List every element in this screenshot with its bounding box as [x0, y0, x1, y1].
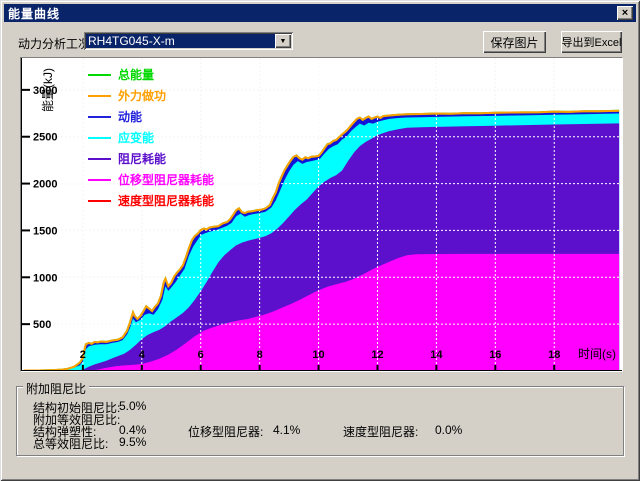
close-button[interactable]: × [617, 6, 633, 20]
save-image-button[interactable]: 保存图片 [483, 31, 546, 53]
stat-velocity-damper-value: 0.0% [435, 423, 462, 437]
legend-label: 位移型阻尼器耗能 [118, 172, 214, 187]
stat-displacement-damper-value: 4.1% [273, 423, 300, 437]
y-tick-label: 2000 [33, 179, 57, 191]
energy-curve-window: 能量曲线 × 动力分析工况 RH4TG045-X-m ▼ 保存图片 导出到Exc… [0, 0, 640, 481]
stat-velocity-damper-label: 速度型阻尼器: [343, 423, 418, 440]
chevron-down-icon: ▼ [280, 38, 287, 45]
y-axis-label: 能量(kJ) [41, 68, 55, 112]
x-tick-label: 6 [198, 349, 204, 361]
stat-initial-damping-value: 5.0% [119, 399, 146, 413]
legend-label: 速度型阻尼器耗能 [118, 193, 214, 208]
energy-chart: 5001000150020002500300024681012141618时间(… [21, 58, 622, 371]
window-title: 能量曲线 [8, 5, 60, 22]
legend-label: 阻尼耗能 [118, 151, 166, 166]
stat-total-damping-value: 9.5% [119, 435, 146, 449]
x-tick-label: 10 [312, 349, 324, 361]
x-tick-label: 4 [139, 349, 146, 361]
condition-label: 动力分析工况 [18, 35, 90, 52]
stat-total-damping-label: 总等效阻尼比: [33, 435, 108, 452]
y-tick-label: 2500 [33, 132, 57, 144]
damping-groupbox: 附加阻尼比 结构初始阻尼比: 5.0% 附加等效阻尼比: 结构弹塑性: 0.4%… [16, 386, 624, 456]
groupbox-title: 附加阻尼比 [23, 380, 89, 397]
x-tick-label: 18 [548, 349, 560, 361]
chart-panel: 5001000150020002500300024681012141618时间(… [20, 57, 623, 372]
x-tick-label: 16 [489, 349, 501, 361]
dropdown-button[interactable]: ▼ [275, 34, 291, 48]
condition-combobox[interactable]: RH4TG045-X-m ▼ [84, 32, 293, 50]
legend-label: 总能量 [118, 67, 154, 82]
legend-label: 外力做功 [118, 88, 166, 103]
x-tick-label: 2 [80, 349, 86, 361]
x-tick-label: 14 [430, 349, 443, 361]
titlebar: 能量曲线 × [4, 4, 636, 22]
x-axis-label: 时间(s) [578, 347, 616, 361]
y-tick-label: 1000 [33, 272, 57, 284]
x-tick-label: 12 [371, 349, 383, 361]
y-tick-label: 1500 [33, 225, 57, 237]
export-excel-button[interactable]: 导出到Excel [561, 31, 622, 53]
stat-displacement-damper-label: 位移型阻尼器: [188, 423, 263, 440]
condition-value: RH4TG045-X-m [86, 34, 275, 48]
close-icon: × [622, 8, 628, 18]
legend-label: 动能 [118, 109, 142, 124]
x-tick-label: 8 [257, 349, 263, 361]
y-tick-label: 500 [33, 319, 51, 331]
legend-label: 应变能 [118, 130, 154, 145]
